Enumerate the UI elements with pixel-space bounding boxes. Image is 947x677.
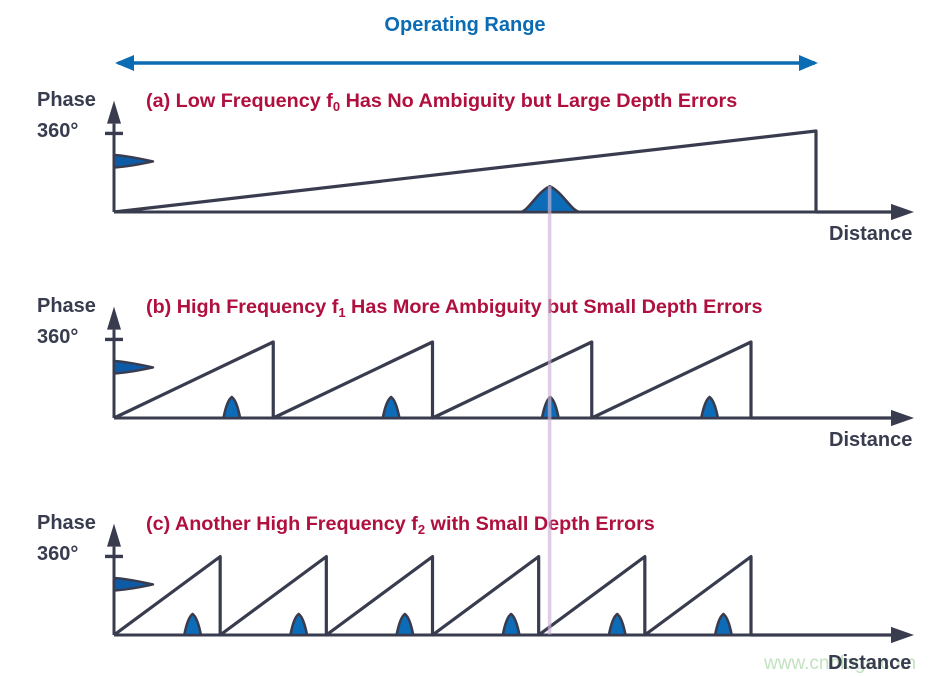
svg-text:Phase: Phase	[37, 89, 96, 111]
svg-text:Distance: Distance	[828, 652, 911, 674]
svg-text:Distance: Distance	[829, 429, 912, 451]
svg-text:(a) Low Frequency f0 Has No Am: (a) Low Frequency f0 Has No Ambiguity bu…	[146, 90, 737, 114]
svg-text:Distance: Distance	[829, 223, 912, 245]
svg-text:Phase: Phase	[37, 512, 96, 534]
svg-text:(c) Another High Frequency f2: (c) Another High Frequency f2 with Small…	[146, 513, 655, 537]
svg-text:(b) High Frequency f1 Has More: (b) High Frequency f1 Has More Ambiguity…	[146, 296, 763, 320]
svg-text:360°: 360°	[37, 543, 78, 565]
svg-text:360°: 360°	[37, 120, 78, 142]
svg-text:Phase: Phase	[37, 295, 96, 317]
svg-text:Operating Range: Operating Range	[384, 14, 545, 36]
svg-text:360°: 360°	[37, 326, 78, 348]
